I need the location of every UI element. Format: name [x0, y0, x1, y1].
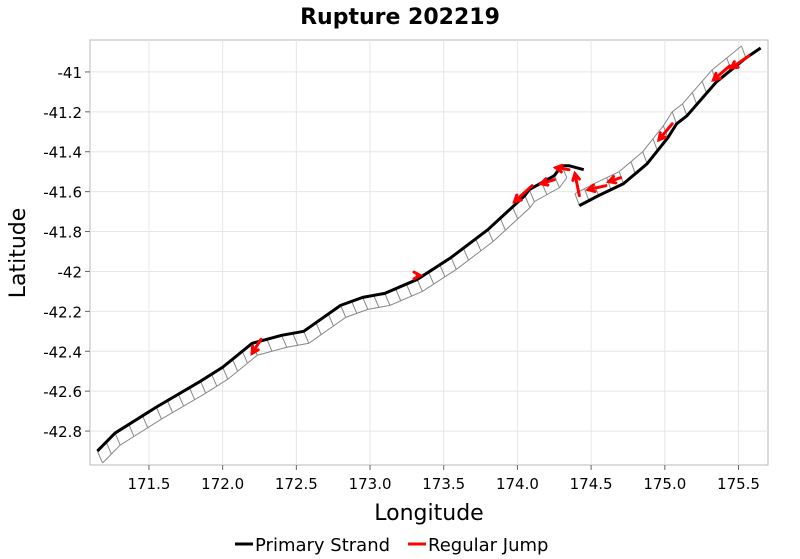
y-tick-label: -42.4: [43, 343, 82, 361]
y-tick-label: -42: [58, 263, 83, 281]
x-tick-label: 172.0: [201, 475, 244, 493]
section-divider: [652, 138, 658, 151]
regular-jump-arrow: [512, 184, 534, 204]
regular-jump-arrow: [250, 337, 263, 356]
section-divider: [281, 335, 288, 348]
y-tick-label: -42.8: [43, 423, 82, 441]
section-divider: [450, 257, 457, 270]
section-divider: [741, 45, 747, 59]
section-divider: [487, 229, 494, 242]
section-divider: [211, 374, 218, 387]
section-divider: [682, 103, 688, 116]
primary-strand-line: [96, 164, 585, 453]
section-divider: [222, 367, 229, 380]
section-divider: [395, 288, 402, 301]
section-divider: [405, 283, 413, 297]
section-divider: [232, 359, 239, 372]
x-tick-label: 174.0: [496, 475, 539, 493]
y-axis-label: Latitude: [6, 208, 31, 299]
grid-lines: [90, 40, 768, 465]
x-tick-label: 173.0: [349, 475, 392, 493]
section-divider: [584, 188, 590, 201]
y-tick-label: -41: [58, 64, 83, 82]
x-tick-label: 171.5: [127, 475, 170, 493]
section-divider: [439, 264, 446, 277]
regular-jump-arrow: [538, 177, 556, 187]
legend: Primary Strand Regular Jump: [235, 535, 548, 556]
plot-area: [89, 39, 769, 466]
regular-jump-arrow: [552, 163, 571, 174]
section-divider: [327, 313, 334, 327]
section-divider: [524, 195, 531, 208]
section-divider: [384, 293, 391, 306]
legend-jump-label: Regular Jump: [428, 535, 548, 556]
y-tick-label: -41.8: [43, 224, 82, 242]
section-divider: [189, 387, 196, 400]
y-tick-label: -41.2: [43, 104, 82, 122]
section-divider: [691, 92, 698, 105]
y-tick-label: -41.6: [43, 184, 82, 202]
y-tick-label: -41.4: [43, 144, 82, 162]
section-divider: [416, 279, 423, 292]
section-divider: [462, 247, 470, 261]
section-divider: [128, 424, 135, 437]
section-divider: [512, 206, 519, 220]
regular-jump-arrow: [711, 64, 732, 82]
section-divider: [292, 333, 299, 346]
x-tick-label: 175.0: [643, 475, 686, 493]
section-divider: [241, 351, 248, 364]
section-divider: [606, 177, 612, 190]
section-divider: [701, 81, 708, 94]
y-axis-ticks: -41 -41.2 -41.4 -41.6 -41.8 -42 -42.2 -42.4 -42.…: [43, 64, 90, 441]
regular-jump-arrow: [728, 54, 751, 70]
legend-primary-label: Primary Strand: [255, 535, 390, 556]
y-tick-label: -42.6: [43, 383, 82, 401]
x-axis-label: Longitude: [374, 501, 483, 526]
section-divider: [142, 415, 149, 428]
section-divider: [428, 271, 435, 285]
regular-jump-arrow: [571, 170, 581, 198]
section-divider: [642, 151, 648, 164]
section-divider: [528, 189, 535, 202]
y-tick-label: -42.2: [43, 303, 82, 321]
section-divider: [553, 175, 560, 188]
section-divider: [574, 193, 580, 206]
section-divider: [630, 161, 636, 174]
regular-jump-arrow: [656, 122, 674, 143]
section-divider: [499, 218, 506, 231]
section-divider: [671, 111, 678, 124]
x-tick-label: 174.5: [570, 475, 613, 493]
regular-jump-arrow: [412, 270, 424, 281]
section-divider: [362, 297, 369, 310]
section-divider: [105, 441, 112, 455]
regular-jump-arrow: [585, 183, 608, 194]
x-axis-ticks: 171.5 172.0 172.5 173.0 173.5 174.0 174.5 175.0…: [127, 465, 760, 493]
chart-title: Rupture 202219: [300, 5, 500, 30]
section-divider: [177, 393, 185, 407]
section-divider: [351, 301, 358, 314]
section-divider: [114, 432, 121, 446]
section-divider: [155, 406, 162, 420]
x-tick-label: 175.5: [717, 475, 760, 493]
x-tick-label: 172.5: [275, 475, 318, 493]
section-divider: [340, 305, 347, 318]
section-divider: [303, 331, 310, 344]
section-divider: [373, 295, 380, 308]
section-divider: [96, 450, 103, 464]
x-tick-label: 173.5: [422, 475, 465, 493]
regular-jump-arrow: [605, 175, 623, 185]
regular-jump-arrows: [250, 54, 751, 356]
section-divider: [266, 339, 273, 352]
section-divider: [166, 400, 173, 413]
section-divider: [475, 238, 482, 252]
section-divider: [200, 380, 207, 394]
section-divider: [593, 183, 599, 196]
section-divider: [315, 322, 322, 335]
